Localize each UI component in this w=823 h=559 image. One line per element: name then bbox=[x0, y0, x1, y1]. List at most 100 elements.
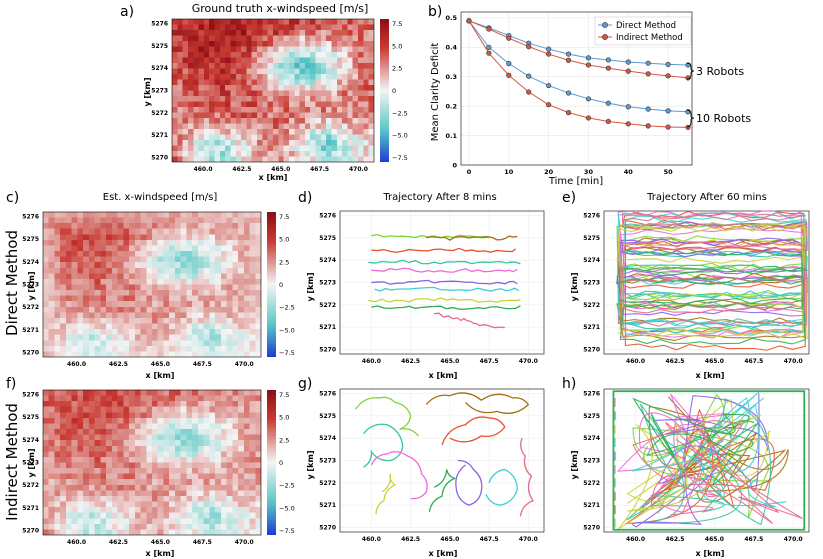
y-tick-label: 5272 bbox=[22, 482, 39, 489]
x-tick-label: 460.0 bbox=[362, 358, 381, 365]
data-point bbox=[565, 110, 572, 116]
colorbar-tick: 5.0 bbox=[392, 42, 402, 50]
y-tick-label: 5270 bbox=[583, 347, 600, 354]
y-tick-label: 5270 bbox=[583, 525, 600, 532]
y-tick-label: 5270 bbox=[22, 527, 39, 534]
data-point bbox=[546, 102, 552, 108]
x-tick-label: 460.0 bbox=[626, 358, 645, 365]
x-tick-label: 50 bbox=[664, 168, 674, 176]
y-tick-label: 5273 bbox=[319, 280, 336, 287]
y-tick-label: 5275 bbox=[22, 414, 39, 421]
y-tick-label: 0.4 bbox=[445, 44, 457, 52]
y-tick-label: 5274 bbox=[583, 435, 600, 442]
colorbar-tick: −7.5 bbox=[279, 527, 295, 535]
colorbar-tick: −2.5 bbox=[392, 109, 408, 117]
colorbar-tick: −7.5 bbox=[392, 154, 408, 162]
data-point bbox=[546, 46, 552, 52]
x-tick-label: 467.5 bbox=[193, 361, 212, 368]
panel-c-title: Est. x-windspeed [m/s] bbox=[103, 192, 218, 203]
panel-e-plot: 460.0 462.5 465.0 467.5 470.0 5270 5271 5272 527… bbox=[583, 210, 810, 365]
trajectory-3 bbox=[363, 423, 404, 468]
x-tick-label: 470.0 bbox=[784, 536, 803, 543]
colorbar-tick: −5.0 bbox=[279, 504, 295, 512]
colorbar-tick: 5.0 bbox=[279, 236, 289, 244]
data-point bbox=[645, 60, 651, 66]
data-point bbox=[665, 108, 671, 114]
y-tick-label: 5274 bbox=[22, 437, 39, 444]
x-tick-label: 460.0 bbox=[362, 536, 381, 543]
x-tick-label: 470.0 bbox=[784, 358, 803, 365]
trajectory-5 bbox=[455, 459, 483, 506]
data-point bbox=[605, 65, 611, 71]
y-tick-label: 5272 bbox=[583, 480, 600, 487]
trajectory-4 bbox=[371, 267, 518, 273]
panel-b: b) 0 10 20 30 40 50 0 0.1 0.2 0.3 0.4 0.5 Time [min… bbox=[428, 4, 751, 187]
y-tick-label: 5275 bbox=[319, 413, 336, 420]
trajectory-1 bbox=[426, 235, 518, 241]
x-tick-label: 465.0 bbox=[440, 358, 459, 365]
x-tick-label: 30 bbox=[584, 168, 594, 176]
y-tick-label: 5275 bbox=[319, 235, 336, 242]
panel-c-label: c) bbox=[6, 190, 19, 206]
panel-b-legend: Direct Method Indirect Method bbox=[594, 16, 692, 46]
y-tick-label: 5272 bbox=[319, 302, 336, 309]
panel-d-label: d) bbox=[298, 190, 312, 206]
y-tick-label: 5276 bbox=[583, 390, 600, 397]
row-label-direct: Direct Method bbox=[3, 230, 21, 336]
colorbar-tick: 0 bbox=[279, 281, 283, 289]
colorbar-gradient bbox=[267, 390, 276, 535]
panel-e-ylabel: y [km] bbox=[570, 273, 579, 302]
legend-direct-label: Direct Method bbox=[616, 21, 676, 31]
data-point bbox=[565, 51, 572, 57]
y-tick-label: 0.1 bbox=[445, 132, 457, 140]
data-point bbox=[625, 59, 631, 65]
colorbar-tick: 7.5 bbox=[279, 391, 289, 399]
panel-a-colorbar: 7.5 5.0 2.5 0 −2.5 −5.0 −7.5 bbox=[380, 19, 408, 162]
x-tick-label: 462.5 bbox=[232, 166, 251, 173]
plot-frame bbox=[339, 388, 545, 533]
panel-a-heatmap bbox=[171, 18, 375, 163]
data-point bbox=[645, 123, 651, 129]
data-point bbox=[526, 44, 532, 50]
data-point bbox=[665, 73, 671, 79]
panel-b-ylabel: Mean Clarity Deficit bbox=[430, 43, 441, 142]
y-tick-label: 0.3 bbox=[445, 73, 457, 81]
y-tick-label: 5270 bbox=[22, 349, 39, 356]
panel-e-label: e) bbox=[562, 190, 576, 206]
panel-f-heatmap bbox=[42, 389, 262, 536]
trajectory-8 bbox=[428, 469, 457, 512]
panel-d-ylabel: y [km] bbox=[306, 273, 315, 302]
y-tick-label: 5271 bbox=[22, 505, 39, 512]
y-tick-label: 5276 bbox=[22, 392, 39, 399]
y-tick-label: 5275 bbox=[151, 43, 168, 50]
y-tick-label: 5271 bbox=[319, 502, 336, 509]
x-tick-label: 470.0 bbox=[235, 361, 254, 368]
x-tick-label: 465.0 bbox=[151, 539, 170, 546]
y-tick-label: 5273 bbox=[583, 280, 600, 287]
trajectory-9 bbox=[617, 212, 808, 327]
x-tick-label: 467.5 bbox=[480, 536, 499, 543]
data-point bbox=[526, 73, 532, 79]
panel-e-xlabel: x [km] bbox=[696, 371, 725, 380]
y-tick-label: 5274 bbox=[583, 257, 600, 264]
heatmap-cells bbox=[172, 19, 374, 162]
panel-h-xlabel: x [km] bbox=[696, 549, 725, 558]
y-tick-label: 5273 bbox=[151, 88, 168, 95]
x-tick-label: 10 bbox=[504, 168, 514, 176]
panel-a-xaxis: 460.0 462.5 465.0 467.5 470.0 bbox=[194, 166, 368, 173]
data-point bbox=[625, 104, 631, 110]
data-point bbox=[565, 90, 572, 96]
data-point bbox=[526, 89, 532, 95]
panel-d-plot: 460.0 462.5 465.0 467.5 470.0 5270 5271 5272 527… bbox=[319, 210, 545, 365]
x-tick-label: 20 bbox=[544, 168, 554, 176]
panel-f-ylabel: y [km] bbox=[27, 449, 36, 478]
panel-c-xaxis: 460.0 462.5 465.0 467.5 470.0 bbox=[67, 361, 254, 368]
y-tick-label: 5271 bbox=[583, 502, 600, 509]
panel-h-plot: 460.0 462.5 465.0 467.5 470.0 5270 5271 5272 527… bbox=[583, 388, 810, 543]
panel-d-xlabel: x [km] bbox=[429, 371, 458, 380]
heatmap-frame bbox=[171, 18, 375, 163]
colorbar-tick: −5.0 bbox=[392, 132, 408, 140]
legend-indirect-label: Indirect Method bbox=[616, 33, 683, 43]
data-point bbox=[546, 51, 552, 57]
